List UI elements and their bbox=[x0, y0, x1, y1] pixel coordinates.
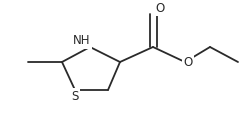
Text: O: O bbox=[183, 55, 193, 69]
Text: O: O bbox=[155, 2, 165, 14]
Text: NH: NH bbox=[73, 35, 91, 48]
Text: S: S bbox=[71, 89, 79, 102]
